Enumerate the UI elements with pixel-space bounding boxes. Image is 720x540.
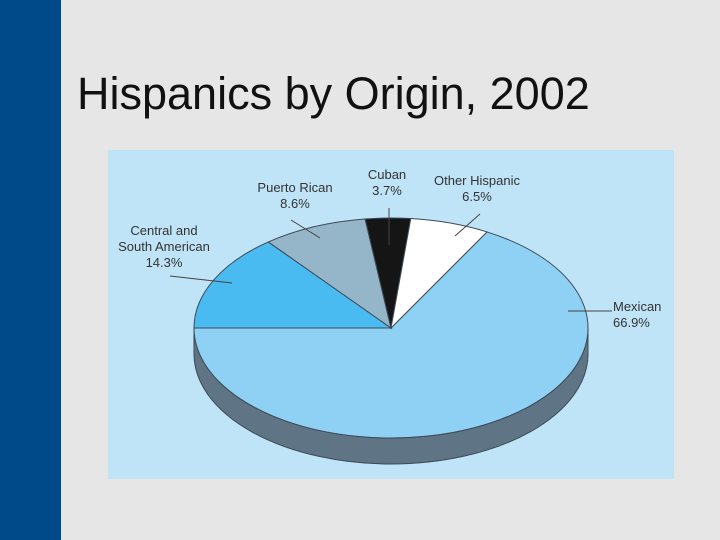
side-accent-bar [0, 0, 61, 540]
leader-line [454, 213, 481, 237]
slice-label: Cuban 3.7% [368, 167, 406, 198]
leader-line [169, 275, 233, 284]
slice-label: Mexican 66.9% [613, 299, 661, 330]
slice-label: Other Hispanic 6.5% [434, 173, 520, 204]
pie-slice-other-hispanic [390, 218, 488, 330]
pie-chart: Mexican 66.9% Central and South American 14.… [118, 167, 661, 465]
chart-panel: Mexican 66.9% Central and South American 14.… [108, 150, 674, 479]
pie-slice-mexican [193, 231, 589, 439]
pie-slice-central-and-south-american [193, 241, 393, 329]
slide-title: Hispanics by Origin, 2002 [77, 68, 590, 119]
slice-label: Puerto Rican 8.6% [257, 180, 332, 211]
leader-line [290, 219, 321, 239]
pie-slice-puerto-rican [267, 218, 392, 330]
slice-label: Central and South American 14.3% [118, 223, 210, 270]
